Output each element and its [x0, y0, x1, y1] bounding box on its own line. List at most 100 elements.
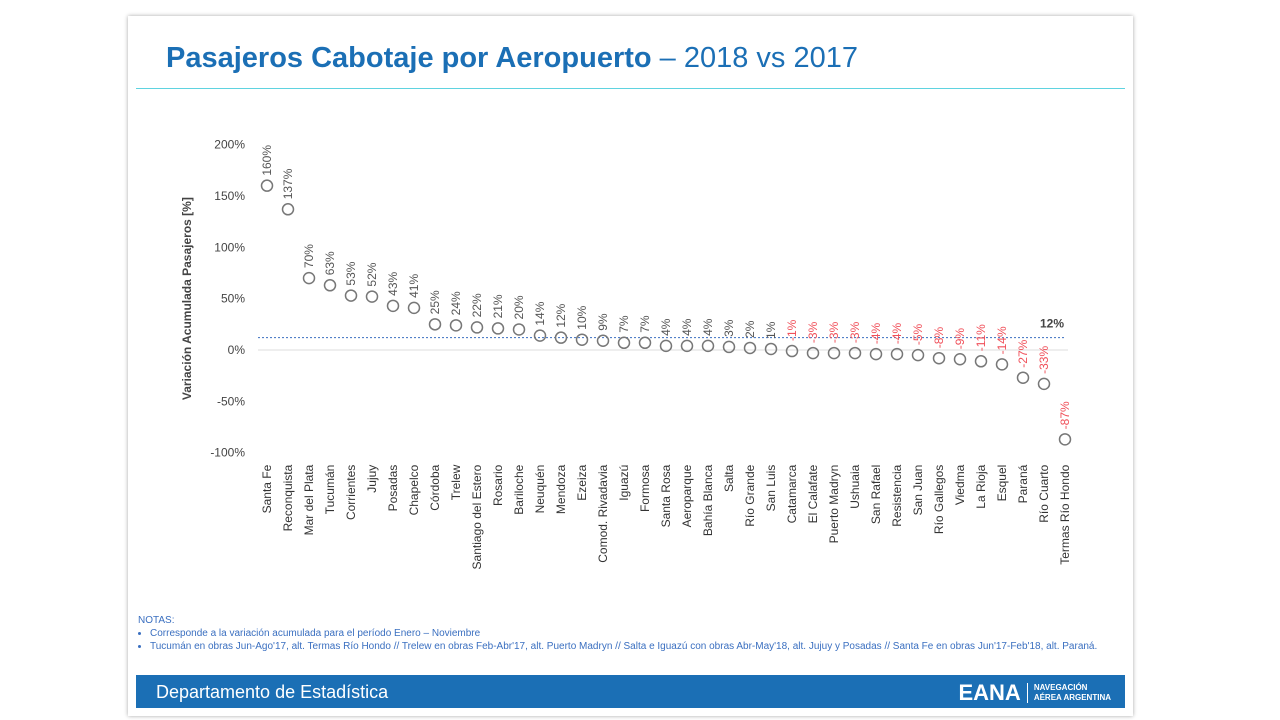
data-point	[575, 333, 589, 346]
data-point	[596, 334, 610, 348]
reference-label: 12%	[1040, 317, 1064, 331]
data-label: -9%	[953, 328, 967, 350]
x-tick-label: Salta	[722, 464, 736, 492]
notes: NOTAS: Corresponde a la variación acumul…	[138, 614, 1098, 653]
x-tick-label: Jujuy	[365, 465, 379, 493]
slide: Pasajeros Cabotaje por Aeropuerto – 2018…	[128, 16, 1133, 716]
data-point	[260, 179, 274, 192]
data-label: 4%	[701, 318, 715, 336]
data-label: -11%	[974, 324, 988, 351]
x-tick-label: Formosa	[638, 464, 652, 512]
data-point	[554, 331, 568, 344]
data-label: 4%	[659, 318, 673, 336]
data-label: -8%	[932, 327, 946, 349]
data-label: -27%	[1016, 339, 1030, 367]
x-tick-label: Río Gallegos	[932, 465, 946, 534]
data-label: 7%	[617, 315, 631, 333]
x-tick-label: Aeroparque	[680, 464, 694, 527]
data-point	[764, 342, 778, 356]
data-point	[407, 301, 421, 315]
y-tick-label: 200%	[214, 138, 245, 152]
data-label: -87%	[1058, 401, 1072, 429]
data-label: -3%	[806, 321, 820, 343]
x-tick-label: Puerto Madryn	[827, 465, 841, 544]
x-tick-label: Esquel	[995, 465, 1009, 502]
data-point	[806, 346, 820, 360]
note-item: Corresponde a la variación acumulada par…	[150, 627, 1098, 640]
notes-heading: NOTAS:	[138, 615, 175, 626]
note-item: Tucumán en obras Jun-Ago'17, alt. Termas…	[150, 640, 1098, 653]
data-point	[848, 346, 862, 360]
data-label: 43%	[386, 271, 400, 295]
data-label: 10%	[575, 305, 589, 329]
data-label: 4%	[680, 318, 694, 336]
data-label: -4%	[890, 322, 904, 344]
logo-sub1: NAVEGACIÓN	[1033, 683, 1088, 692]
data-point	[659, 339, 673, 353]
x-tick-label: Chapelco	[407, 464, 421, 515]
data-point	[911, 348, 925, 362]
y-tick-label: -100%	[210, 446, 245, 460]
title-divider	[136, 88, 1125, 89]
x-tick-label: Paraná	[1016, 464, 1030, 503]
y-tick-label: 100%	[214, 240, 245, 254]
data-point	[491, 322, 505, 335]
x-tick-label: San Juan	[911, 465, 925, 516]
data-point	[533, 329, 547, 342]
data-point	[386, 299, 400, 313]
data-point	[470, 321, 484, 334]
logo-sub2: AÉREA ARGENTINA	[1033, 693, 1111, 702]
data-label: -3%	[827, 321, 841, 343]
data-label: -5%	[911, 323, 925, 345]
data-label: 63%	[323, 251, 337, 275]
data-point	[281, 203, 295, 216]
x-tick-label: Viedma	[953, 464, 967, 505]
x-tick-label: Santa Fe	[260, 464, 274, 513]
y-tick-label: 50%	[221, 292, 245, 306]
x-tick-label: San Rafael	[869, 465, 883, 524]
data-label: 160%	[260, 145, 274, 176]
data-point	[869, 347, 883, 361]
title-bold: Pasajeros Cabotaje por Aeropuerto	[166, 42, 652, 74]
x-tick-label: Bahía Blanca	[701, 464, 715, 536]
data-point	[953, 352, 967, 366]
y-axis-label: Variación Acumulada Pasajeros [%]	[180, 197, 194, 400]
x-tick-label: La Rioja	[974, 464, 988, 508]
x-tick-label: Mar del Plata	[302, 464, 316, 535]
x-tick-label: Neuquén	[533, 465, 547, 514]
data-point	[428, 318, 442, 331]
x-tick-label: Termas Río Hondo	[1058, 464, 1072, 564]
x-tick-label: Iguazú	[617, 465, 631, 501]
x-tick-label: Reconquista	[281, 464, 295, 531]
x-tick-label: Río Grande	[743, 464, 757, 526]
data-point	[617, 336, 631, 350]
x-tick-label: Trelew	[449, 464, 463, 500]
y-tick-label: 0%	[228, 343, 246, 357]
x-tick-label: Resistencia	[890, 464, 904, 526]
data-point	[785, 344, 799, 358]
data-label: -33%	[1037, 346, 1051, 374]
x-tick-label: San Luis	[764, 465, 778, 512]
data-label: -4%	[869, 322, 883, 344]
x-tick-label: Santa Rosa	[659, 464, 673, 527]
data-label: 25%	[428, 290, 442, 314]
data-label: 3%	[722, 319, 736, 337]
y-tick-label: -50%	[217, 394, 245, 408]
data-point	[974, 355, 988, 368]
x-tick-label: Mendoza	[554, 464, 568, 514]
data-label: 12%	[554, 303, 568, 327]
footer: Departamento de Estadística EANA NAVEGACI…	[136, 675, 1125, 708]
data-point	[638, 336, 652, 350]
data-point	[365, 290, 379, 303]
data-point	[680, 339, 694, 353]
scatter-chart: 200% 150% 100% 50% 0% -50% -100% Variación Acum…	[180, 138, 1072, 570]
x-tick-label: Posadas	[386, 465, 400, 512]
data-point	[743, 341, 757, 355]
data-label: 24%	[449, 291, 463, 315]
x-tick-label: Tucumán	[323, 465, 337, 515]
data-label: 2%	[743, 320, 757, 338]
department-label: Departamento de Estadística	[156, 682, 389, 702]
data-label: 20%	[512, 295, 526, 319]
data-label: -14%	[995, 326, 1009, 354]
eana-logo: EANA NAVEGACIÓN AÉREA ARGENTINA	[958, 680, 1111, 706]
